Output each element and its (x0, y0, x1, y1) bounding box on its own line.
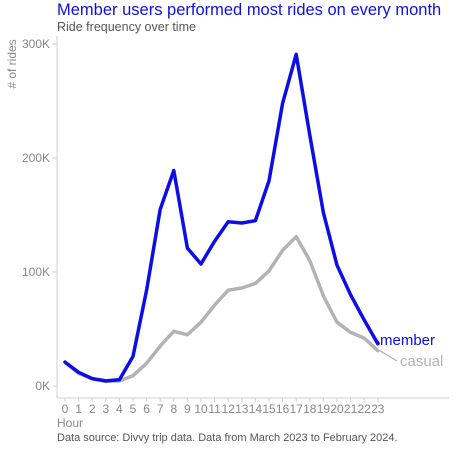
x-tick-label: 7 (157, 402, 164, 416)
y-tick-label: 200K (22, 151, 50, 165)
x-tick-label: 3 (102, 402, 109, 416)
x-tick-label: 13 (235, 402, 249, 416)
x-tick-label: 4 (116, 402, 123, 416)
y-tick-label: 0K (35, 379, 50, 393)
x-tick-label: 19 (317, 402, 331, 416)
x-tick-label: 2 (89, 402, 96, 416)
series-label-leader-member (376, 339, 381, 345)
x-tick-label: 12 (222, 402, 236, 416)
x-tick-label: 10 (194, 402, 208, 416)
x-tick-label: 22 (358, 402, 372, 416)
x-tick-label: 17 (290, 402, 304, 416)
x-tick-label: 6 (143, 402, 150, 416)
chart-caption: Data source: Divvy trip data. Data from … (57, 432, 398, 444)
x-axis-label: Hour (57, 416, 83, 430)
x-tick-label: 16 (276, 402, 290, 416)
x-tick-label: 15 (262, 402, 276, 416)
x-tick-label: 5 (130, 402, 137, 416)
x-tick-label: 18 (303, 402, 317, 416)
chart-title: Member users performed most rides on eve… (57, 1, 442, 19)
x-tick-label: 9 (184, 402, 191, 416)
series-label-leader-casual (379, 350, 398, 362)
series-labels: member casual (376, 332, 443, 370)
y-tick-labels: 0K 100K 200K 300K (22, 37, 57, 393)
x-tick-label: 0 (62, 402, 69, 416)
series-line-casual (63, 234, 380, 384)
x-tick-labels: 0 1 2 3 4 5 6 7 8 9 10 11 12 13 14 15 16 17 18 19 20 21 22 23 (62, 398, 385, 416)
y-tick-label: 300K (22, 37, 50, 51)
x-tick-label: 20 (330, 402, 344, 416)
x-tick-label: 23 (371, 402, 385, 416)
x-tick-label: 11 (208, 402, 221, 416)
x-tick-label: 14 (249, 402, 263, 416)
axes (56, 36, 449, 399)
x-tick-label: 8 (170, 402, 177, 416)
x-tick-label: 21 (344, 402, 358, 416)
chart-subtitle: Ride frequency over time (57, 20, 196, 34)
x-tick-label: 1 (75, 402, 82, 416)
series-label-member: member (380, 332, 435, 349)
series-line-member (63, 52, 380, 383)
y-axis-label: # of rides (5, 39, 19, 88)
y-tick-label: 100K (22, 265, 50, 279)
series-label-casual: casual (400, 353, 443, 370)
series-lines (63, 52, 380, 384)
